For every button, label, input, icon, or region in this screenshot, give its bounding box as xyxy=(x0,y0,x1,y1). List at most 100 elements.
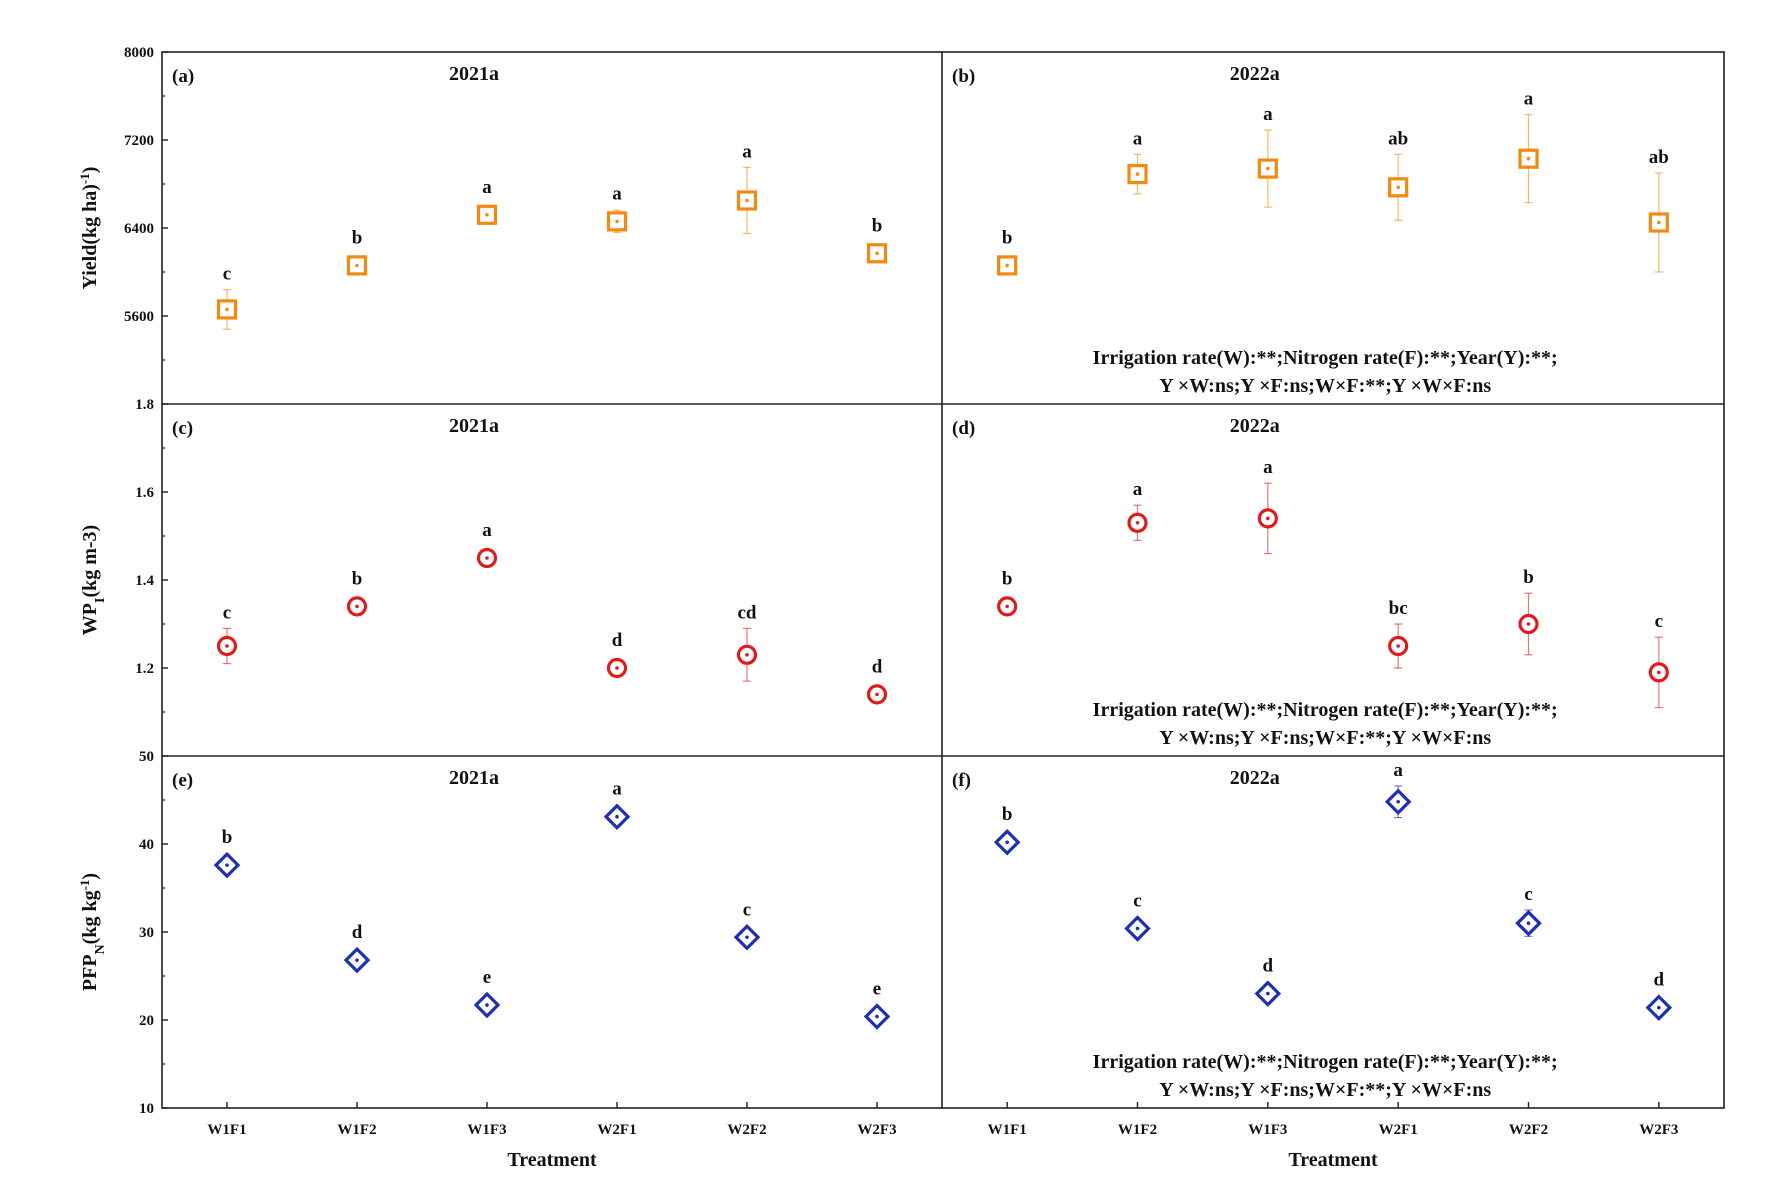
significance-letter: a xyxy=(612,779,622,800)
marker-center-dot xyxy=(485,556,489,560)
data-point: a xyxy=(1518,89,1539,204)
y-tick-label: 40 xyxy=(139,837,154,853)
significance-letter: cd xyxy=(738,602,757,623)
y-tick-label: 1.2 xyxy=(135,661,154,677)
data-point: b xyxy=(1518,567,1539,656)
data-point: d xyxy=(606,630,628,679)
significance-letter: b xyxy=(872,215,883,236)
significance-letter: c xyxy=(223,602,231,623)
data-point: c xyxy=(1515,884,1542,938)
significance-letter: b xyxy=(222,827,233,848)
y-tick-label: 8000 xyxy=(124,45,154,61)
x-axis-label: Treatment xyxy=(507,1149,597,1171)
y-tick-label: 5600 xyxy=(124,309,154,325)
significance-letter: c xyxy=(223,264,231,285)
marker-center-dot xyxy=(1526,921,1531,925)
significance-letter: a xyxy=(1393,760,1403,781)
marker-center-dot xyxy=(1526,622,1531,626)
significance-letter: d xyxy=(1263,956,1274,977)
x-tick-label: W1F2 xyxy=(337,1122,376,1138)
x-tick-label: W1F1 xyxy=(207,1122,246,1138)
data-point: a xyxy=(1384,760,1412,819)
panel-title: 2021a xyxy=(449,415,499,437)
significance-letter: ab xyxy=(1388,128,1408,149)
y-axis-label-main: PFP xyxy=(79,954,101,991)
significance-letter: b xyxy=(1002,568,1013,589)
x-tick-label: W2F3 xyxy=(857,1122,896,1138)
marker-center-dot xyxy=(1657,670,1661,675)
data-point: b xyxy=(993,804,1021,856)
significance-letter: e xyxy=(873,978,881,999)
data-point: c xyxy=(1124,890,1151,942)
marker-center-dot xyxy=(225,863,229,867)
panel-label: (b) xyxy=(952,66,975,87)
marker-center-dot xyxy=(1135,521,1140,525)
significance-letter: a xyxy=(482,177,492,198)
marker-center-dot xyxy=(225,307,229,312)
marker-center-dot xyxy=(1657,1005,1661,1010)
x-tick-label: W1F1 xyxy=(988,1122,1027,1138)
y-tick-label: 20 xyxy=(139,1013,154,1029)
marker-center-dot xyxy=(1005,604,1009,609)
y-axis-label-tail: (kg kg xyxy=(79,890,101,944)
panel-title: 2021a xyxy=(449,767,499,789)
y-axis-label-main: WP xyxy=(79,603,101,635)
data-point: d xyxy=(866,656,888,705)
y-tick-label: 10 xyxy=(139,1101,154,1117)
anova-note: Y ×W:ns;Y ×F:ns;W×F:**;Y ×W×F:ns xyxy=(1159,375,1491,397)
anova-note: Y ×W:ns;Y ×F:ns;W×F:**;Y ×W×F:ns xyxy=(1159,727,1491,749)
significance-letter: c xyxy=(743,899,751,920)
data-point: a xyxy=(1257,457,1278,555)
data-point: a xyxy=(736,142,758,235)
panel-title: 2022a xyxy=(1230,63,1280,85)
x-tick-label: W2F1 xyxy=(597,1122,636,1138)
anova-note: Irrigation rate(W):**;Nitrogen rate(F):*… xyxy=(1093,1051,1558,1073)
significance-letter: b xyxy=(352,568,363,589)
panel-label: (e) xyxy=(172,770,193,791)
marker-center-dot xyxy=(615,666,619,670)
marker-center-dot xyxy=(1266,166,1270,171)
marker-center-dot xyxy=(1396,799,1400,804)
y-tick-label: 6400 xyxy=(124,221,154,237)
significance-letter: b xyxy=(1002,227,1013,248)
marker-center-dot xyxy=(745,935,749,940)
x-tick-label: W2F2 xyxy=(727,1122,766,1138)
data-point: b xyxy=(997,568,1018,617)
data-point: b xyxy=(866,215,888,264)
y-axis-label-sub: N xyxy=(93,944,108,954)
significance-letter: d xyxy=(872,656,883,677)
y-axis-label-main: Yield(kg ha xyxy=(79,191,101,290)
marker-center-dot xyxy=(355,958,359,962)
y-tick-label: 1.8 xyxy=(135,397,154,413)
panel-label: (d) xyxy=(952,418,975,439)
marker-center-dot xyxy=(225,644,229,648)
significance-letter: a xyxy=(612,183,622,204)
anova-note: Irrigation rate(W):**;Nitrogen rate(F):*… xyxy=(1093,347,1558,369)
marker-center-dot xyxy=(745,198,749,203)
significance-letter: d xyxy=(612,630,623,651)
data-point: e xyxy=(473,967,501,1019)
marker-center-dot xyxy=(615,814,619,819)
y-axis-label-sub: I xyxy=(93,598,108,603)
significance-letter: a xyxy=(1524,89,1534,110)
marker-center-dot xyxy=(355,263,359,268)
y-axis-label-close: ) xyxy=(79,167,101,174)
significance-letter: e xyxy=(483,967,491,988)
data-point: c xyxy=(1648,611,1669,709)
marker-center-dot xyxy=(485,213,489,217)
data-point: a xyxy=(476,520,498,569)
significance-letter: a xyxy=(1263,457,1273,478)
data-point: ab xyxy=(1388,128,1409,221)
marker-center-dot xyxy=(1396,185,1400,190)
data-point: a xyxy=(1257,104,1278,208)
x-axis-label: Treatment xyxy=(1288,1149,1378,1171)
data-point: c xyxy=(733,899,761,951)
y-axis-label-sup: -1 xyxy=(77,880,92,891)
marker-center-dot xyxy=(1005,840,1009,845)
panel-title: 2022a xyxy=(1230,767,1280,789)
x-tick-label: W1F3 xyxy=(1248,1122,1287,1138)
significance-letter: a xyxy=(742,142,752,163)
x-tick-label: W2F3 xyxy=(1639,1122,1678,1138)
anova-note: Y ×W:ns;Y ×F:ns;W×F:**;Y ×W×F:ns xyxy=(1159,1079,1491,1101)
